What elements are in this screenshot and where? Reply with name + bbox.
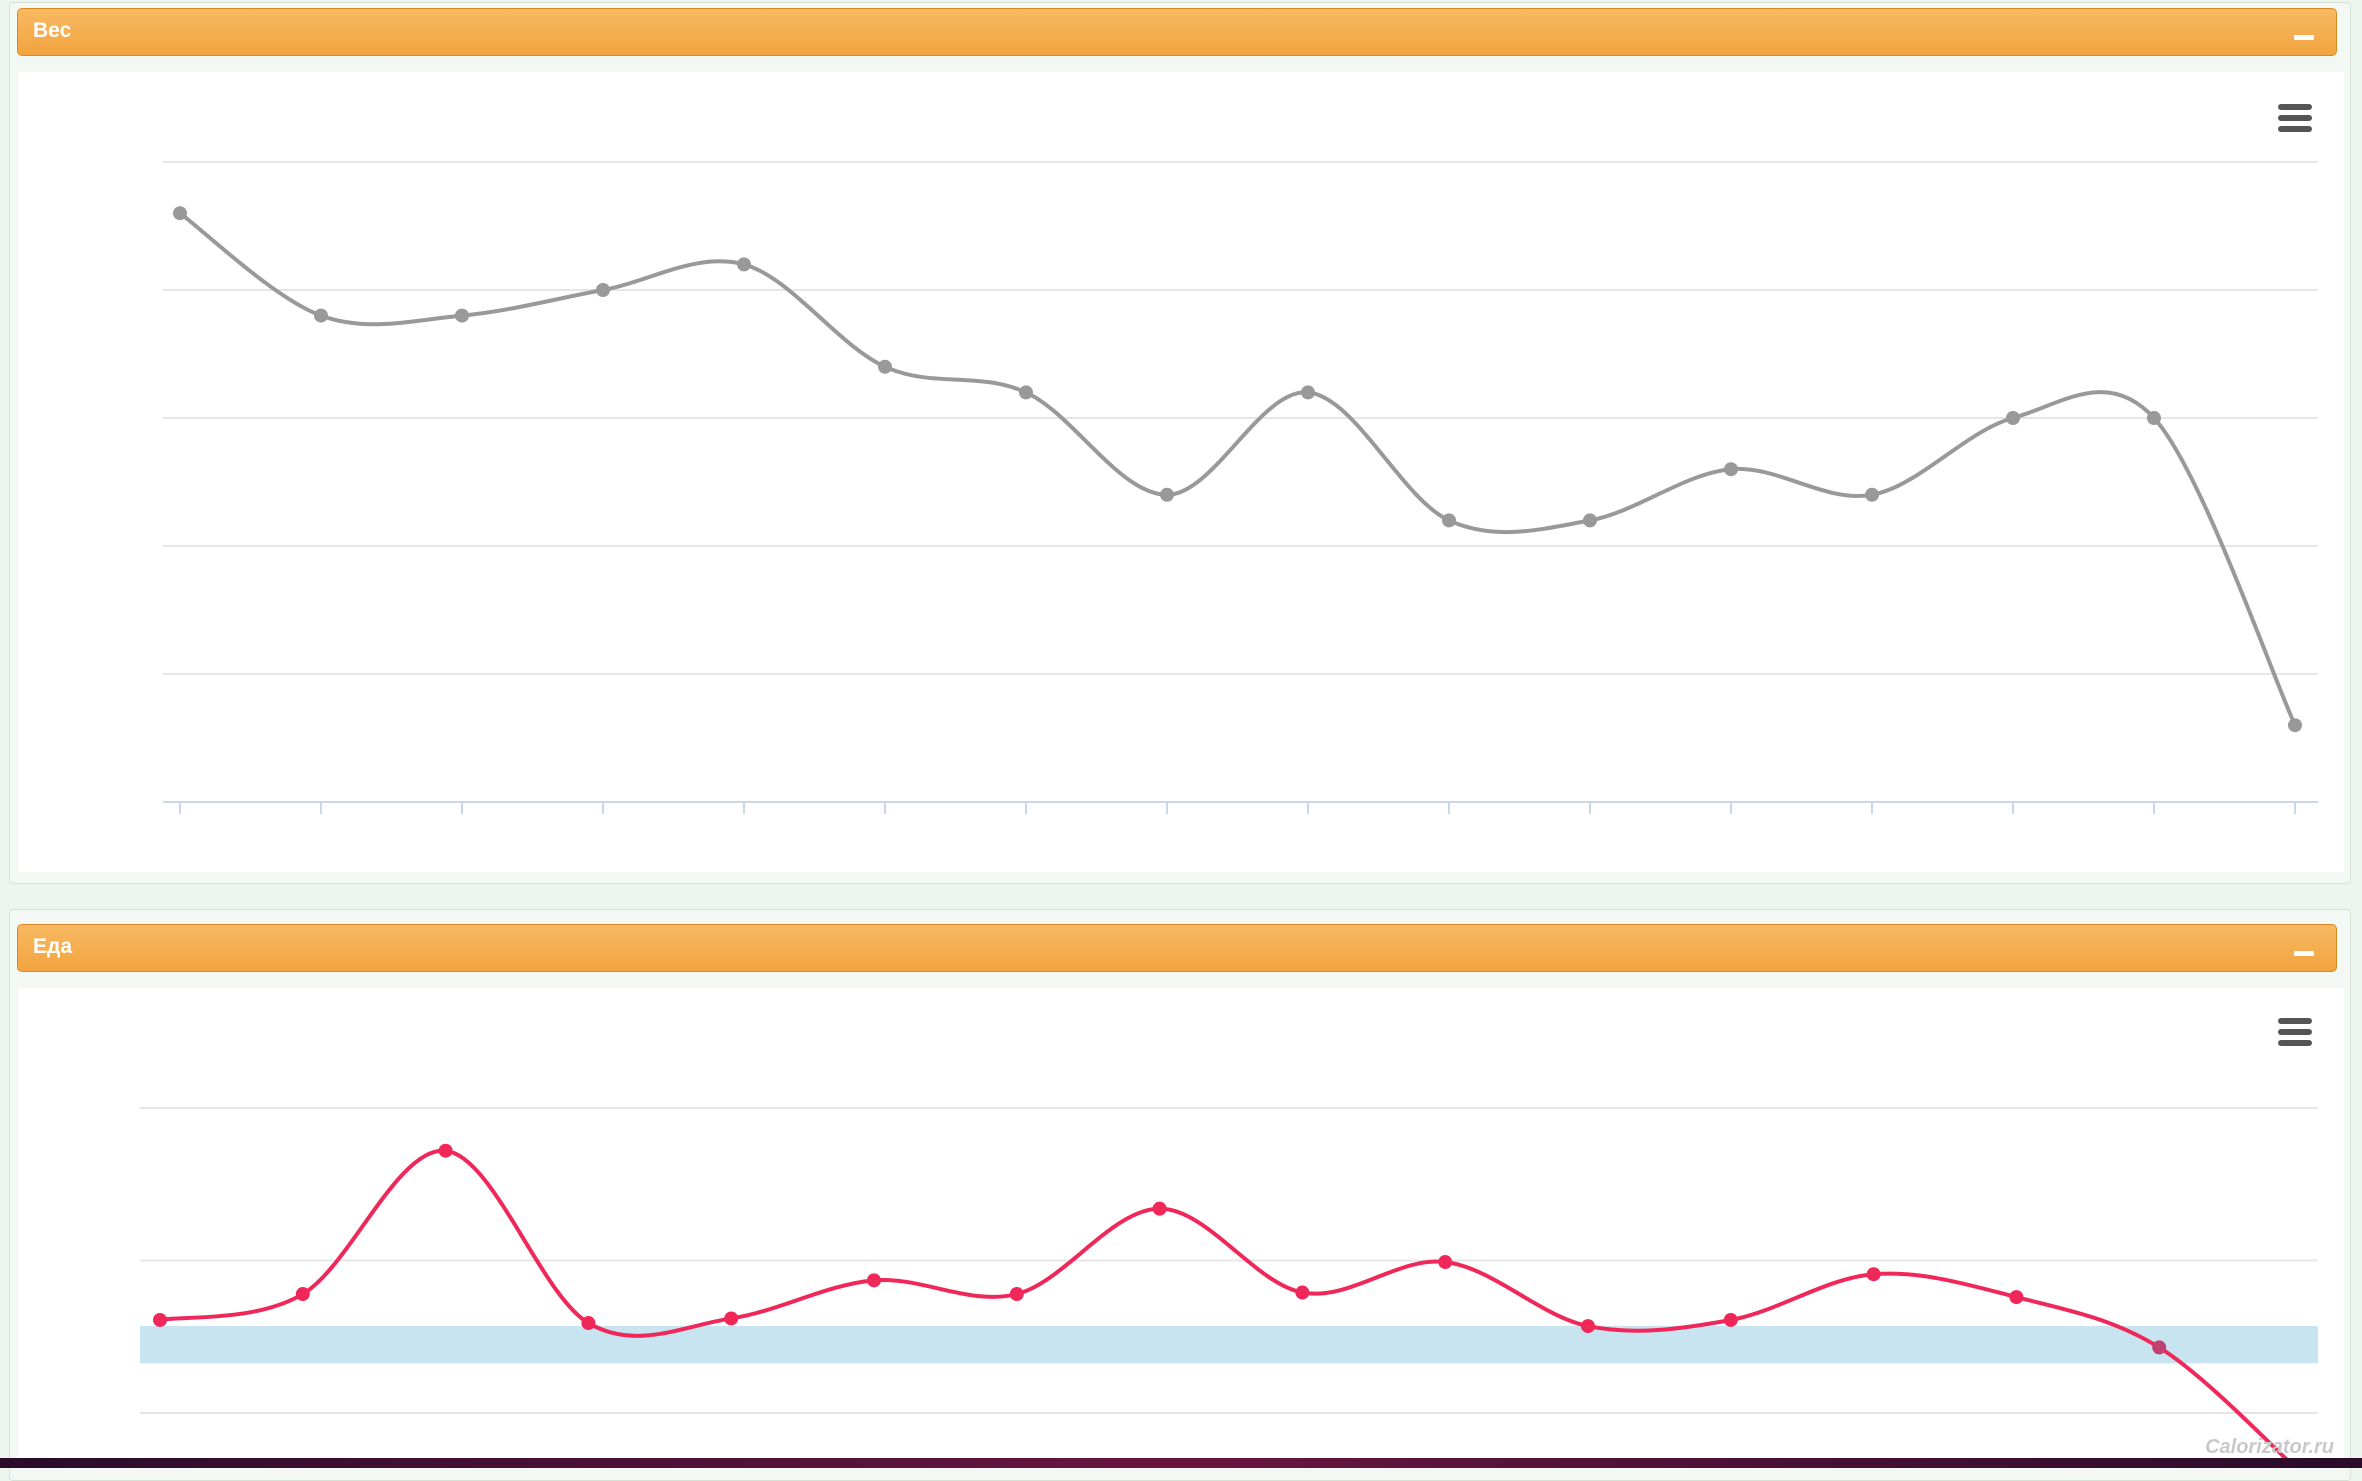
weight-panel-header[interactable]: Вес bbox=[17, 8, 2337, 56]
nutrition-corridor-band bbox=[140, 1325, 2318, 1364]
calorie-data-point bbox=[724, 1311, 739, 1326]
calorie-data-point bbox=[1581, 1319, 1595, 1334]
calorie-data-point bbox=[1152, 1201, 1167, 1216]
weight-data-point bbox=[1724, 462, 1738, 477]
weight-data-point bbox=[1301, 385, 1315, 400]
calorie-series-line bbox=[159, 1148, 2299, 1468]
food-chart bbox=[140, 1107, 2318, 1468]
calorie-data-point bbox=[1295, 1285, 1310, 1300]
food-chart-card bbox=[18, 988, 2344, 1468]
calorie-data-point bbox=[1009, 1287, 1024, 1302]
weight-data-point bbox=[878, 359, 892, 374]
calorie-data-point bbox=[867, 1273, 881, 1288]
weight-data-point bbox=[2006, 411, 2020, 425]
weight-data-point bbox=[1442, 513, 1456, 528]
food-panel-header[interactable]: Еда bbox=[17, 924, 2337, 972]
weight-series-line bbox=[178, 211, 2297, 727]
weight-chart-card bbox=[18, 72, 2344, 872]
window-bottom-edge bbox=[0, 1458, 2362, 1468]
weight-data-point bbox=[455, 308, 469, 323]
calorie-data-point bbox=[2152, 1340, 2167, 1355]
weight-data-point bbox=[1865, 487, 1879, 502]
weight-chart bbox=[163, 161, 2318, 814]
weight-data-point bbox=[1019, 385, 1033, 400]
weight-panel-title: Вес bbox=[33, 19, 72, 42]
calorie-data-point bbox=[1723, 1312, 1738, 1327]
calorie-data-point bbox=[153, 1312, 167, 1327]
minus-icon[interactable] bbox=[2294, 945, 2314, 956]
calorie-data-point bbox=[2009, 1290, 2024, 1305]
weight-data-point bbox=[596, 283, 610, 297]
calorie-data-point bbox=[438, 1143, 453, 1158]
calorie-data-point bbox=[581, 1316, 596, 1331]
weight-data-point bbox=[314, 308, 328, 323]
weight-data-point bbox=[173, 206, 187, 221]
food-panel-title: Еда bbox=[33, 935, 73, 958]
minus-icon[interactable] bbox=[2294, 29, 2314, 40]
hamburger-menu-icon[interactable] bbox=[2278, 104, 2312, 137]
weight-data-point bbox=[2147, 411, 2161, 425]
calorie-data-point bbox=[1866, 1267, 1881, 1282]
weight-data-point bbox=[737, 257, 751, 272]
weight-data-point bbox=[1160, 487, 1174, 502]
calorie-data-point bbox=[1438, 1255, 1453, 1270]
watermark: Calorizator.ru bbox=[2205, 1436, 2334, 1458]
hamburger-menu-icon[interactable] bbox=[2278, 1018, 2312, 1051]
weight-data-point bbox=[1583, 513, 1597, 528]
calorie-data-point bbox=[295, 1287, 310, 1302]
weight-data-point bbox=[2288, 718, 2302, 733]
